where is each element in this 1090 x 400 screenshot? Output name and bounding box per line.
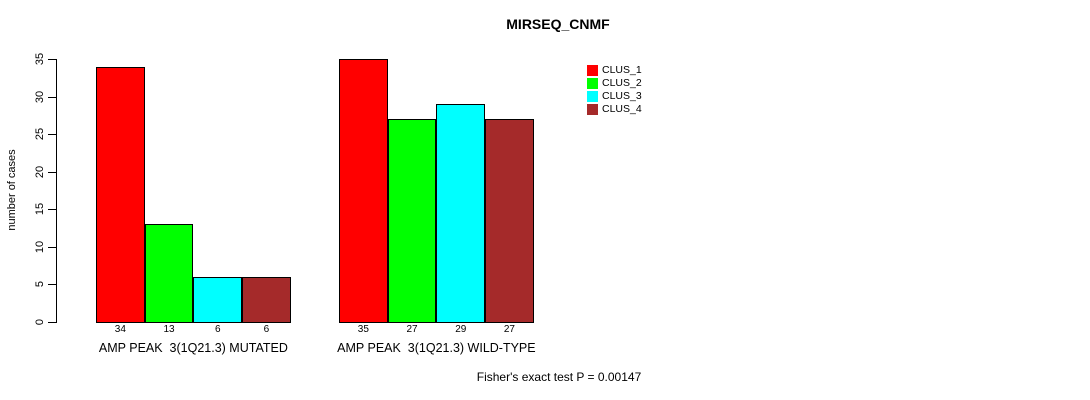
- bar-value-label: 6: [263, 324, 270, 335]
- y-axis-tick: [48, 59, 56, 60]
- bar-clus_2-group1: [144, 224, 194, 323]
- y-axis-line: [56, 59, 57, 323]
- bar-value-label: 35: [357, 324, 369, 335]
- bar-clus_2-group2: [387, 119, 437, 323]
- y-axis-tick-label: 25: [34, 127, 46, 141]
- fisher-test-annotation: Fisher's exact test P = 0.00147: [476, 370, 642, 384]
- y-axis-tick-label: 0: [34, 318, 46, 325]
- y-axis-tick: [48, 134, 56, 135]
- bar-clus_4-group1: [242, 276, 291, 323]
- bar-clus_1-group2: [339, 59, 388, 323]
- chart-title: MIRSEQ_CNMF: [506, 16, 610, 32]
- legend-swatch-icon: [587, 104, 598, 115]
- legend-swatch-icon: [587, 65, 598, 76]
- y-axis-tick-label: 35: [34, 52, 46, 66]
- y-axis-tick-label: 5: [34, 280, 46, 288]
- y-axis-tick: [48, 246, 56, 248]
- legend-swatch-icon: [587, 78, 598, 89]
- bar-clus_3-group2: [436, 104, 486, 323]
- y-axis-tick: [48, 321, 56, 323]
- legend-item-clus_3: CLUS_3: [587, 90, 642, 103]
- y-axis-tick-label: 10: [34, 240, 46, 253]
- group-label: AMP PEAK 3(1Q21.3) WILD-TYPE: [337, 341, 536, 355]
- bar-value-label: 13: [163, 324, 175, 335]
- legend: CLUS_1 CLUS_2 CLUS_3 CLUS_4: [587, 64, 642, 116]
- y-axis-tick-label: 15: [34, 202, 46, 216]
- legend-label: CLUS_3: [602, 90, 642, 102]
- y-axis-tick: [48, 209, 56, 210]
- legend-label: CLUS_1: [602, 64, 642, 76]
- y-axis-tick: [48, 96, 56, 98]
- y-axis-tick-label: 20: [34, 165, 46, 178]
- legend-label: CLUS_4: [602, 103, 642, 115]
- bar-clus_3-group1: [193, 276, 243, 323]
- bar-value-label: 6: [214, 324, 221, 335]
- legend-label: CLUS_2: [602, 77, 642, 89]
- group-label: AMP PEAK 3(1Q21.3) MUTATED: [98, 341, 288, 355]
- y-axis-tick-label: 30: [34, 90, 46, 103]
- bar-value-label: 29: [455, 324, 467, 335]
- legend-item-clus_2: CLUS_2: [587, 77, 642, 90]
- bar-clus_1-group1: [96, 66, 145, 323]
- legend-swatch-icon: [587, 91, 598, 102]
- bar-value-label: 27: [406, 324, 418, 335]
- bar-clus_4-group2: [485, 119, 534, 323]
- y-axis-title: number of cases: [6, 149, 18, 231]
- legend-item-clus_1: CLUS_1: [587, 64, 642, 77]
- bar-value-label: 27: [503, 324, 515, 335]
- legend-item-clus_4: CLUS_4: [587, 103, 642, 116]
- bar-value-label: 34: [114, 324, 126, 335]
- y-axis-tick: [48, 171, 56, 173]
- y-axis-tick: [48, 284, 56, 285]
